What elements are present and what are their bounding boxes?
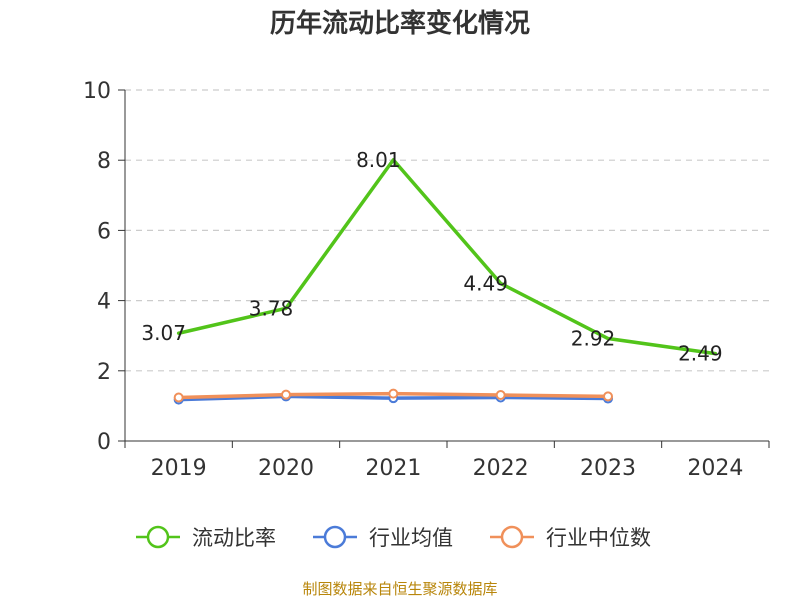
legend-marker-current_ratio [146,525,170,549]
x-tick-label: 2024 [687,456,743,481]
y-tick-label: 6 [97,219,111,244]
y-tick-label: 2 [97,360,111,385]
y-tick-label: 4 [97,290,111,315]
axes: 0 2 4 6 8 10 2019 2020 2021 2022 2023 2024 [83,79,770,481]
data-point-industry_median [281,389,291,400]
data-label-current_ratio: 3.78 [249,296,294,320]
data-point-industry_median [173,392,184,403]
source-note: 制图数据来自恒生聚源数据库 [302,580,497,598]
series-lines [173,158,718,405]
chart-title: 历年流动比率变化情况 [270,8,530,39]
y-tick-label: 10 [83,79,111,104]
legend-label-industry_mean: 行业均值 [369,526,453,550]
legend-label-industry_median: 行业中位数 [546,526,651,550]
legend-marker-industry_mean [323,525,347,549]
legend-label-current_ratio: 流动比率 [192,526,276,550]
data-point-industry_median [388,388,399,399]
grid [125,89,769,372]
x-tick-label: 2020 [258,456,314,481]
data-point-industry_median [495,390,506,401]
y-tick-label: 8 [97,149,111,174]
data-label-current_ratio: 2.49 [678,342,723,366]
data-labels: 3.07 3.78 8.01 4.49 2.92 2.49 [141,148,722,366]
data-point-industry_median [603,391,613,402]
data-label-current_ratio: 2.92 [571,327,616,351]
data-label-current_ratio: 4.49 [463,271,508,295]
data-label-current_ratio: 8.01 [356,148,401,172]
series-line-current_ratio [176,158,718,356]
x-tick-label: 2023 [580,456,636,481]
x-tick-label: 2022 [473,456,529,481]
legend-marker-industry_median [500,525,524,549]
x-tick-label: 2021 [365,456,421,481]
y-tick-label: 0 [97,430,111,455]
data-label-current_ratio: 3.07 [141,321,186,345]
x-tick-label: 2019 [151,456,207,481]
legend: 流动比率 行业均值 行业中位数 [136,525,651,550]
